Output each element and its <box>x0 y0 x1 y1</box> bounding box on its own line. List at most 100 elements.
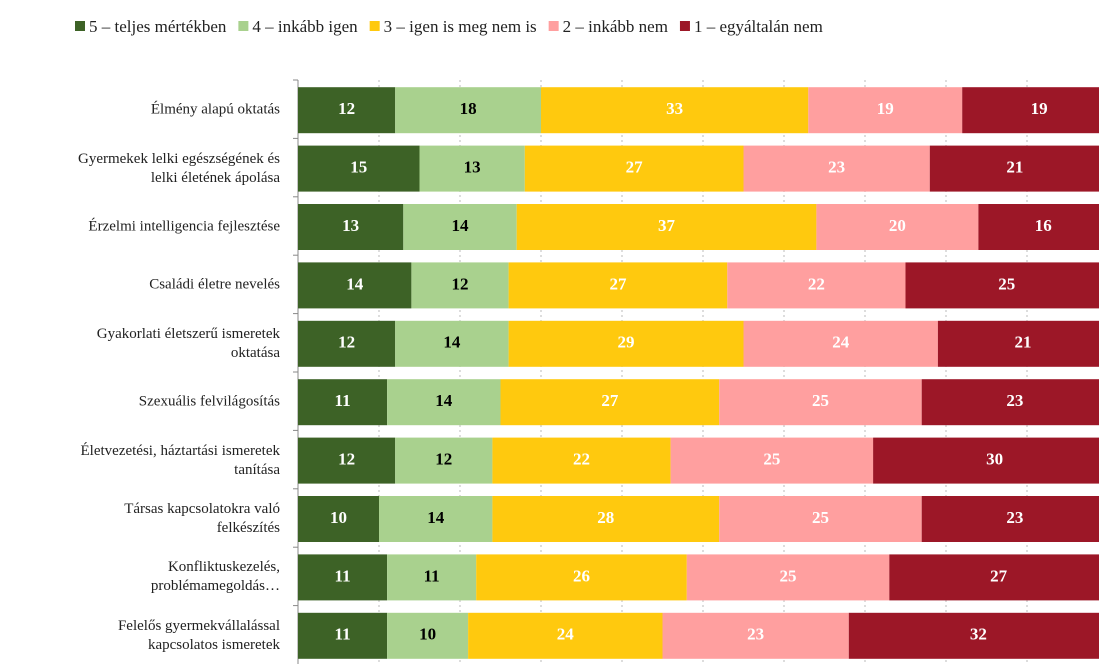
legend-label: 1 – egyáltalán nem <box>694 17 823 36</box>
data-label: 29 <box>618 333 635 352</box>
legend-swatch <box>679 21 690 31</box>
bar-segment <box>411 262 509 309</box>
bar-segment <box>298 262 412 309</box>
bar-segment <box>298 379 388 426</box>
bar-segment <box>379 496 493 542</box>
legend-label: 5 – teljes mértékben <box>89 17 227 36</box>
category-label: Gyakorlati életszerű ismeretek oktatása <box>96 325 280 361</box>
bar-segment <box>492 496 720 542</box>
data-label: 11 <box>335 566 351 585</box>
bar-segment <box>298 320 396 367</box>
data-label: 14 <box>346 274 364 293</box>
bar-segment <box>743 145 930 192</box>
bar-segment <box>978 204 1099 250</box>
bar-segment <box>298 554 388 601</box>
bar-segment <box>816 204 979 250</box>
bar-segment <box>937 320 1099 367</box>
data-label: 23 <box>828 158 845 177</box>
data-label: 27 <box>609 274 627 293</box>
bar-segment <box>395 437 493 484</box>
data-label: 12 <box>338 333 355 352</box>
data-label: 10 <box>419 625 436 644</box>
category-label: Társas kapcsolatokra való felkészítés <box>124 501 280 536</box>
data-label: 21 <box>1006 158 1023 177</box>
data-label: 28 <box>597 508 614 527</box>
bar-segment <box>387 379 501 426</box>
bar-segment <box>298 496 379 542</box>
bar-segment <box>387 554 477 601</box>
data-label: 37 <box>658 216 676 235</box>
data-label: 19 <box>1031 99 1048 118</box>
data-label: 20 <box>889 216 906 235</box>
data-label: 12 <box>435 450 452 469</box>
bar-segment <box>516 204 817 250</box>
data-label: 10 <box>330 508 347 527</box>
bar-segment <box>719 379 922 426</box>
bar-segment <box>686 554 890 601</box>
bar-segment <box>808 87 963 134</box>
bar-segment <box>476 554 687 601</box>
data-label: 16 <box>1035 216 1052 235</box>
bar-segment <box>468 612 663 659</box>
category-label: Életvezetési, háztartási ismeretek tanít… <box>80 442 280 478</box>
data-label: 14 <box>435 391 453 410</box>
bar-segment <box>524 145 744 192</box>
data-label: 12 <box>338 99 355 118</box>
bar-segment <box>492 437 671 484</box>
bar-segment <box>508 320 744 367</box>
bar-segment <box>743 320 938 367</box>
category-label: Családi életre nevelés <box>149 276 280 293</box>
data-label: 23 <box>1006 508 1023 527</box>
data-label: 32 <box>970 625 987 644</box>
bar-segment <box>298 437 396 484</box>
category-label: Felelős gyermekvállalással kapcsolatos i… <box>117 617 280 653</box>
bar-segment <box>395 87 541 134</box>
data-label: 23 <box>1006 391 1023 410</box>
data-label: 13 <box>342 216 359 235</box>
bar-segment <box>719 496 922 542</box>
bar-segment <box>848 612 1099 659</box>
bar-segment <box>727 262 906 309</box>
legend-label: 2 – inkább nem <box>563 17 668 36</box>
category-label: Gyermekek lelki egészségének és lelki él… <box>78 150 280 186</box>
data-label: 11 <box>335 625 351 644</box>
bar-segment <box>662 612 849 659</box>
category-label: Érzelmi intelligencia fejlesztése <box>88 218 280 235</box>
bar-segment <box>921 379 1099 426</box>
data-label: 23 <box>747 625 764 644</box>
data-label: 27 <box>990 566 1008 585</box>
bar-segment <box>541 87 809 134</box>
legend-label: 4 – inkább igen <box>252 17 358 36</box>
data-label: 25 <box>998 274 1015 293</box>
bar-segment <box>387 612 469 659</box>
data-label: 26 <box>573 566 590 585</box>
bar-segment <box>298 612 388 659</box>
data-label: 12 <box>452 274 469 293</box>
legend-swatch <box>238 21 249 31</box>
bar-segment <box>395 320 509 367</box>
bar-segment <box>962 87 1099 134</box>
bar-segment <box>929 145 1099 192</box>
category-label: Élmény alapú oktatás <box>150 101 280 118</box>
bar-segment <box>419 145 525 192</box>
bar-segment <box>508 262 728 309</box>
data-label: 27 <box>626 158 644 177</box>
data-label: 24 <box>557 625 575 644</box>
bar-segment <box>403 204 517 250</box>
data-label: 11 <box>335 391 351 410</box>
bar-segment <box>500 379 720 426</box>
data-label: 11 <box>424 566 440 585</box>
bar-segment <box>873 437 1099 484</box>
category-label: Konfliktuskezelés, problémamegoldás… <box>150 559 280 595</box>
data-label: 22 <box>573 450 590 469</box>
data-label: 24 <box>832 333 850 352</box>
data-label: 12 <box>338 450 355 469</box>
data-label: 25 <box>780 566 797 585</box>
data-label: 25 <box>812 391 829 410</box>
bar-segment <box>298 145 420 192</box>
data-label: 22 <box>808 274 825 293</box>
data-label: 15 <box>350 158 367 177</box>
data-label: 14 <box>443 333 461 352</box>
data-label: 14 <box>452 216 470 235</box>
